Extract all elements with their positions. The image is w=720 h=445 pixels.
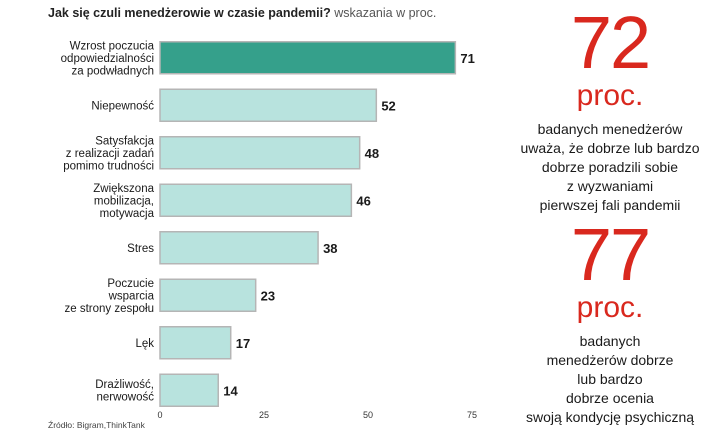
stat-desc-2-line: lub bardzo bbox=[577, 371, 643, 387]
category-label: za podwładnych bbox=[72, 65, 154, 77]
bar bbox=[159, 231, 319, 265]
data-label: 48 bbox=[365, 146, 379, 161]
x-tick-label: 25 bbox=[259, 410, 269, 420]
category-label: Drażliwość, bbox=[95, 379, 154, 391]
bar bbox=[159, 183, 353, 217]
bar bbox=[159, 373, 219, 407]
stat-desc-1-line: uważa, że dobrze lub bardzo bbox=[520, 140, 700, 156]
data-label: 23 bbox=[261, 288, 275, 303]
stat-desc-1-line: pierwszej fali pandemii bbox=[539, 197, 681, 213]
stat-desc-2: badanych menedżerów dobrze lub bardzo do… bbox=[510, 332, 710, 427]
stat-desc-1-line: badanych menedżerów bbox=[537, 121, 683, 137]
data-label: 14 bbox=[223, 383, 238, 398]
category-label: z realizacji zadań bbox=[66, 148, 154, 160]
x-tick-label: 50 bbox=[363, 410, 373, 420]
bar bbox=[159, 278, 257, 312]
data-label: 17 bbox=[236, 336, 250, 351]
category-label: nerwowość bbox=[96, 392, 154, 404]
category-label: Wzrost poczucia bbox=[70, 40, 155, 52]
data-label: 46 bbox=[356, 193, 370, 208]
stat-desc-1: badanych menedżerów uważa, że dobrze lub… bbox=[510, 120, 710, 215]
category-label: ze strony zespołu bbox=[65, 303, 155, 315]
stat-block-1: 72 proc. badanych menedżerów uważa, że d… bbox=[510, 6, 710, 215]
category-label: motywacja bbox=[100, 208, 155, 220]
stat-value-1: 72 bbox=[570, 1, 651, 84]
bar bbox=[159, 326, 232, 360]
stat-desc-2-line: badanych bbox=[579, 333, 641, 349]
category-label: Zwiększona bbox=[93, 183, 154, 195]
data-label: 38 bbox=[323, 241, 337, 256]
stat-unit-1: proc. bbox=[576, 79, 644, 112]
category-label: Poczucie bbox=[107, 278, 154, 290]
source-note: Źródło: Bigram,ThinkTank bbox=[48, 420, 145, 430]
bar bbox=[159, 88, 378, 122]
stat-desc-1-line: z wyzwaniami bbox=[566, 178, 654, 194]
chart-title: Jak się czuli menedżerowie w czasie pand… bbox=[48, 6, 436, 20]
bar bbox=[159, 41, 457, 75]
stat-desc-2-line: swoją kondycję psychiczną bbox=[525, 409, 695, 425]
stat-block-2: 77 proc. badanych menedżerów dobrze lub … bbox=[510, 218, 710, 427]
x-tick-label: 75 bbox=[467, 410, 477, 420]
category-label: Satysfakcja bbox=[95, 135, 154, 147]
chart-title-sub: wskazania w proc. bbox=[334, 6, 437, 20]
bar bbox=[159, 136, 361, 170]
stat-value-2: 77 bbox=[570, 213, 651, 296]
x-tick-label: 0 bbox=[157, 410, 162, 420]
category-label: wsparcia bbox=[108, 290, 155, 302]
stat-unit-2: proc. bbox=[576, 291, 644, 324]
stat-desc-2-line: dobrze ocenia bbox=[566, 390, 654, 406]
stat-desc-2-line: menedżerów dobrze bbox=[546, 352, 674, 368]
category-label: mobilizacja, bbox=[94, 195, 154, 207]
category-label: odpowiedzialności bbox=[61, 53, 154, 65]
category-label: pomimo trudności bbox=[63, 160, 154, 172]
category-label: Niepewność bbox=[91, 100, 154, 112]
category-label: Lęk bbox=[135, 338, 154, 350]
data-label: 71 bbox=[460, 51, 474, 66]
data-label: 52 bbox=[381, 98, 395, 113]
stat-desc-1-line: dobrze poradzili sobie bbox=[541, 159, 679, 175]
chart-title-main: Jak się czuli menedżerowie w czasie pand… bbox=[48, 6, 331, 20]
category-label: Stres bbox=[127, 243, 154, 255]
